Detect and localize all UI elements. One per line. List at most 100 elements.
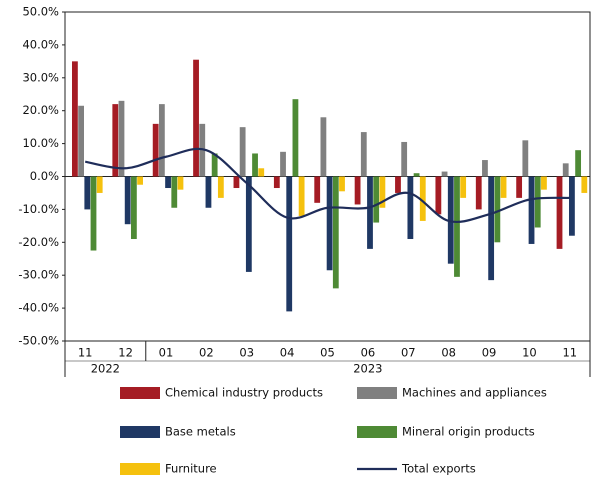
bar	[165, 176, 171, 189]
bar	[475, 176, 482, 210]
legend-swatch	[120, 463, 160, 475]
bar	[528, 176, 535, 244]
y-tick-label: -40.0%	[18, 301, 59, 315]
bar	[280, 151, 286, 177]
legend-swatch	[120, 387, 160, 399]
y-tick-label: 10.0%	[22, 136, 59, 150]
bar	[379, 176, 386, 208]
bar	[84, 176, 91, 210]
bar	[413, 173, 420, 177]
bar	[516, 176, 523, 198]
bar	[541, 176, 547, 190]
x-tick-label: 07	[401, 346, 416, 360]
bar	[233, 176, 240, 189]
bar	[569, 176, 575, 236]
bar	[211, 153, 218, 177]
bar	[534, 176, 541, 228]
bar	[292, 99, 299, 177]
bar	[339, 176, 345, 192]
bar	[581, 176, 588, 193]
bar	[460, 176, 467, 198]
y-tick-label: 50.0%	[22, 5, 59, 19]
bar	[320, 117, 327, 177]
bar	[298, 176, 305, 216]
bar	[556, 176, 563, 249]
x-tick-label: 05	[320, 346, 335, 360]
bar	[441, 171, 448, 177]
y-tick-label: 40.0%	[22, 37, 59, 51]
legend-swatch	[357, 387, 397, 399]
bar	[124, 176, 131, 225]
bar	[401, 141, 408, 177]
x-tick-label: 03	[239, 346, 254, 360]
legend-swatch	[120, 426, 160, 438]
bar	[112, 104, 119, 177]
legend-swatch	[357, 426, 397, 438]
bar	[562, 163, 569, 177]
bar	[314, 176, 321, 203]
bar	[575, 150, 582, 177]
bar	[332, 176, 339, 289]
x-tick-label: 01	[159, 346, 174, 360]
x-tick-label: 02	[199, 346, 214, 360]
legend-label: Mineral origin products	[402, 425, 535, 439]
bar	[258, 168, 265, 177]
bar	[152, 123, 159, 177]
bar	[205, 176, 212, 208]
bar	[367, 176, 373, 249]
legend-label: Chemical industry products	[165, 386, 323, 400]
y-tick-label: 20.0%	[22, 103, 59, 117]
bar	[395, 176, 401, 193]
legend-label: Total exports	[401, 462, 476, 476]
bar	[130, 176, 137, 240]
bar	[407, 176, 414, 240]
x-tick-label: 12	[118, 346, 133, 360]
y-tick-label: -20.0%	[18, 235, 59, 249]
y-tick-label: 30.0%	[22, 70, 59, 84]
bar	[360, 132, 367, 177]
x-tick-label: 11	[78, 346, 93, 360]
bar	[500, 176, 507, 198]
bar	[118, 100, 125, 177]
x-tick-label: 10	[522, 346, 537, 360]
bar	[494, 176, 501, 243]
y-tick-label: -30.0%	[18, 268, 59, 282]
bar	[435, 176, 442, 215]
y-tick-label: -10.0%	[18, 202, 59, 216]
bar	[286, 176, 293, 312]
legend-label: Machines and appliances	[402, 386, 547, 400]
x-group-label: 2022	[91, 362, 120, 376]
bar	[193, 59, 199, 177]
bar	[90, 176, 97, 251]
bar	[373, 176, 380, 223]
bar	[454, 176, 460, 277]
bar	[488, 176, 495, 281]
bar	[171, 176, 178, 208]
x-group-label: 2023	[353, 362, 382, 376]
bar	[273, 176, 280, 189]
bar	[217, 176, 224, 198]
bar	[245, 176, 252, 272]
bar	[78, 105, 84, 177]
bar	[96, 176, 103, 193]
x-tick-label: 11	[562, 346, 577, 360]
y-tick-label: -50.0%	[18, 334, 59, 348]
x-tick-label: 08	[441, 346, 456, 360]
bar	[447, 176, 454, 264]
legend-label: Furniture	[165, 462, 217, 476]
bar	[326, 176, 333, 271]
bar	[354, 176, 361, 205]
y-tick-label: 0.0%	[30, 169, 59, 183]
bar	[522, 140, 529, 177]
x-tick-label: 06	[361, 346, 376, 360]
bar	[252, 153, 258, 177]
legend-label: Base metals	[165, 425, 236, 439]
bar	[137, 176, 143, 185]
line-series	[84, 147, 570, 223]
bar	[72, 61, 78, 177]
bar	[177, 176, 184, 190]
bar	[482, 160, 488, 177]
x-tick-label: 09	[482, 346, 497, 360]
bar	[419, 176, 426, 221]
